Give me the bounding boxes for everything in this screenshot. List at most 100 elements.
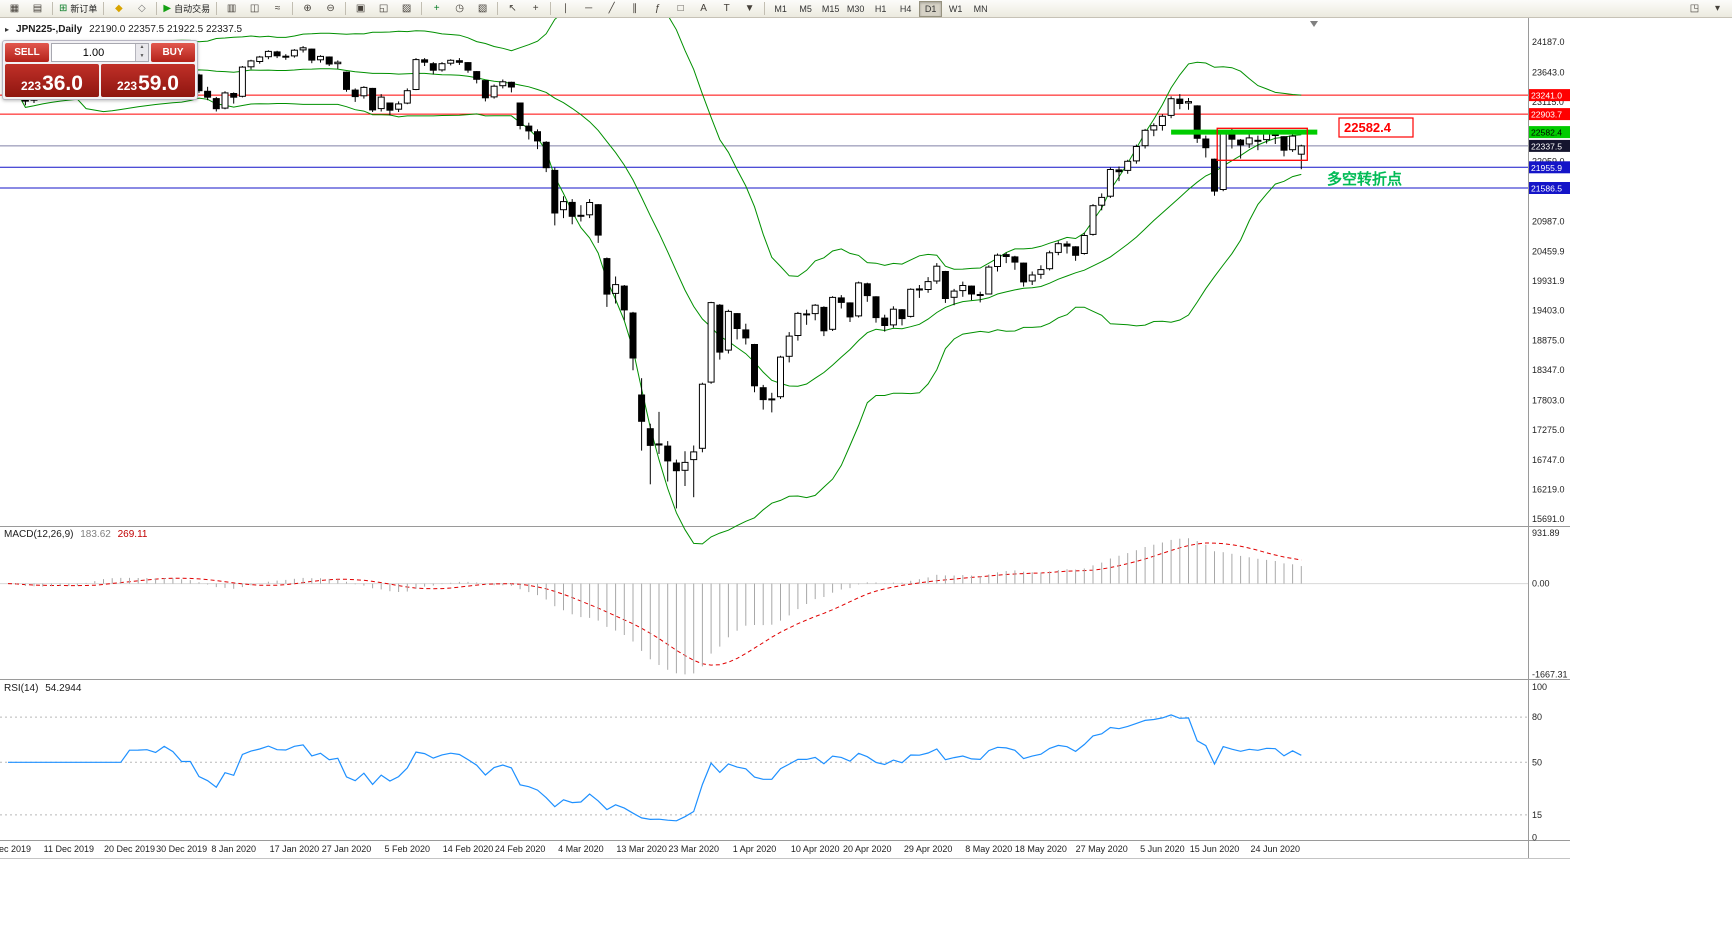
timeframe-m15[interactable]: M15 xyxy=(821,3,840,14)
svg-text:16219.0: 16219.0 xyxy=(1532,484,1565,494)
timeframe-d1[interactable]: D1 xyxy=(919,0,943,17)
chart-area[interactable]: 22582.4多空转折点24187.023643.023115.022587.0… xyxy=(0,0,1570,860)
svg-text:21586.5: 21586.5 xyxy=(1531,184,1562,194)
svg-text:27 Jan 2020: 27 Jan 2020 xyxy=(322,844,372,854)
svg-text:29 Apr 2020: 29 Apr 2020 xyxy=(904,844,953,854)
bollinger-upper-band xyxy=(7,1,1302,277)
lot-increase-button[interactable]: ▲ xyxy=(136,44,148,53)
candlestick-chart-icon: ◫ xyxy=(249,2,260,14)
chart-grid-icon[interactable]: ▨ xyxy=(395,0,418,18)
horizontal-line-icon[interactable]: ─ xyxy=(577,0,600,18)
new-order-button[interactable]: ⊞ 新订单 xyxy=(56,0,100,18)
tile-windows-icon: ▣ xyxy=(355,2,366,14)
buy-price-button[interactable]: 223 59.0 xyxy=(101,64,195,97)
svg-text:15 Jun 2020: 15 Jun 2020 xyxy=(1190,844,1240,854)
trendline-icon[interactable]: ╱ xyxy=(600,0,623,18)
sell-price-main: 36.0 xyxy=(42,72,83,95)
svg-text:1 Apr 2020: 1 Apr 2020 xyxy=(733,844,777,854)
sell-price-button[interactable]: 223 36.0 xyxy=(5,64,99,97)
toolbar-separator xyxy=(216,2,218,15)
cursor-icon[interactable]: ↖ xyxy=(501,0,524,18)
zoom-in-icon: ⊕ xyxy=(303,2,312,14)
toolbar-group-cursor: ↖ + xyxy=(501,1,547,17)
lot-size-input[interactable] xyxy=(52,44,135,61)
macd-main-value: 183.62 xyxy=(80,529,111,540)
timeframe-h1[interactable]: H1 xyxy=(874,3,887,14)
svg-text:23643.0: 23643.0 xyxy=(1532,68,1565,78)
svg-text:5 Feb 2020: 5 Feb 2020 xyxy=(385,844,431,854)
macd-signal-line xyxy=(7,542,1302,666)
auto-trading-button[interactable]: ▶ 自动交易 xyxy=(160,0,213,18)
svg-text:23241.0: 23241.0 xyxy=(1531,91,1562,101)
chart-shift-marker[interactable] xyxy=(1310,21,1318,27)
line-chart-icon[interactable]: ≈ xyxy=(266,0,289,18)
timeframe-mn[interactable]: MN xyxy=(973,3,988,14)
favorites-icon[interactable]: ◆ xyxy=(107,0,130,18)
templates-icon[interactable]: ▧ xyxy=(471,0,494,18)
mail-icon[interactable]: ◇ xyxy=(130,0,153,18)
timeframe-m5[interactable]: M5 xyxy=(799,3,812,14)
timeframe-h4[interactable]: H4 xyxy=(899,3,912,14)
zoom-in-icon[interactable]: ⊕ xyxy=(296,0,319,18)
svg-text:多空转折点: 多空转折点 xyxy=(1327,170,1402,188)
new-chart-icon[interactable]: ▦ xyxy=(3,0,26,18)
candlestick-chart-icon[interactable]: ◫ xyxy=(243,0,266,18)
chart-symbol-period: JPN225-,Daily xyxy=(16,24,83,35)
timeframe-w1[interactable]: W1 xyxy=(948,3,963,14)
lot-spinner: ▲ ▼ xyxy=(135,44,148,61)
svg-text:21955.9: 21955.9 xyxy=(1531,163,1562,173)
price-tag xyxy=(1529,182,1570,194)
svg-text:17 Jan 2020: 17 Jan 2020 xyxy=(270,844,320,854)
text-icon[interactable]: A xyxy=(692,0,715,18)
label-icon[interactable]: T xyxy=(715,0,738,18)
toolbar-separator xyxy=(764,2,766,15)
window-menu-icon[interactable]: ▾ xyxy=(1706,0,1729,18)
chart-title: ▸ JPN225-,Daily 22190.0 22357.5 21922.5 … xyxy=(5,24,242,35)
consolidation-rectangle[interactable] xyxy=(1216,127,1308,161)
favorites-icon: ◆ xyxy=(115,2,123,14)
crosshair-icon[interactable]: + xyxy=(524,0,547,18)
rsi-name: RSI(14) xyxy=(4,683,39,694)
svg-text:19403.0: 19403.0 xyxy=(1532,306,1565,316)
price-tag xyxy=(1529,126,1570,139)
svg-text:30 Dec 2019: 30 Dec 2019 xyxy=(156,844,207,854)
macd-histogram xyxy=(16,538,1302,675)
new-order-icon: ⊞ xyxy=(59,2,68,14)
horizontal-line-icon: ─ xyxy=(585,2,593,14)
trendline-icon: ╱ xyxy=(608,2,615,14)
svg-text:20987.0: 20987.0 xyxy=(1532,217,1565,227)
shapes-icon[interactable]: □ xyxy=(669,0,692,18)
toolbar-separator xyxy=(550,2,552,15)
svg-text:20 Dec 2019: 20 Dec 2019 xyxy=(104,844,155,854)
sell-button[interactable]: SELL xyxy=(5,43,49,62)
channel-icon[interactable]: ∥ xyxy=(623,0,646,18)
toolbar-separator xyxy=(103,2,105,15)
timeframe-m30[interactable]: M30 xyxy=(846,3,865,14)
workspace-background xyxy=(1570,18,1732,948)
bar-chart-icon[interactable]: ▥ xyxy=(220,0,243,18)
toolbar-group-windows: ▣ ◱ ▨ xyxy=(349,1,418,17)
window-restore-icon[interactable]: ◳ xyxy=(1683,0,1706,18)
lot-decrease-button[interactable]: ▼ xyxy=(136,52,148,61)
svg-text:24187.0: 24187.0 xyxy=(1532,37,1565,47)
profiles-icon[interactable]: ▤ xyxy=(26,0,49,18)
zoom-out-icon: ⊖ xyxy=(326,2,335,14)
zoom-out-icon[interactable]: ⊖ xyxy=(319,0,342,18)
price-axis[interactable]: 24187.023643.023115.022587.022059.021531… xyxy=(1529,37,1570,524)
svg-text:15: 15 xyxy=(1532,810,1542,820)
tile-windows-icon[interactable]: ▣ xyxy=(349,0,372,18)
window-menu-icon: ▾ xyxy=(1714,2,1721,14)
fibonacci-icon[interactable]: ƒ xyxy=(646,0,669,18)
timeframe-m1[interactable]: M1 xyxy=(774,3,787,14)
svg-text:18347.0: 18347.0 xyxy=(1532,365,1565,375)
one-click-toggle-icon[interactable]: ▸ xyxy=(5,25,10,34)
arrows-icon[interactable]: ▼ xyxy=(738,0,761,18)
auto-arrange-icon[interactable]: ◱ xyxy=(372,0,395,18)
periods-icon[interactable]: ◷ xyxy=(448,0,471,18)
vertical-line-icon[interactable]: ∣ xyxy=(554,0,577,18)
indicators-icon[interactable]: + xyxy=(425,0,448,18)
svg-text:22582.4: 22582.4 xyxy=(1531,128,1562,138)
buy-button[interactable]: BUY xyxy=(151,43,195,62)
new-chart-icon: ▦ xyxy=(9,2,20,14)
